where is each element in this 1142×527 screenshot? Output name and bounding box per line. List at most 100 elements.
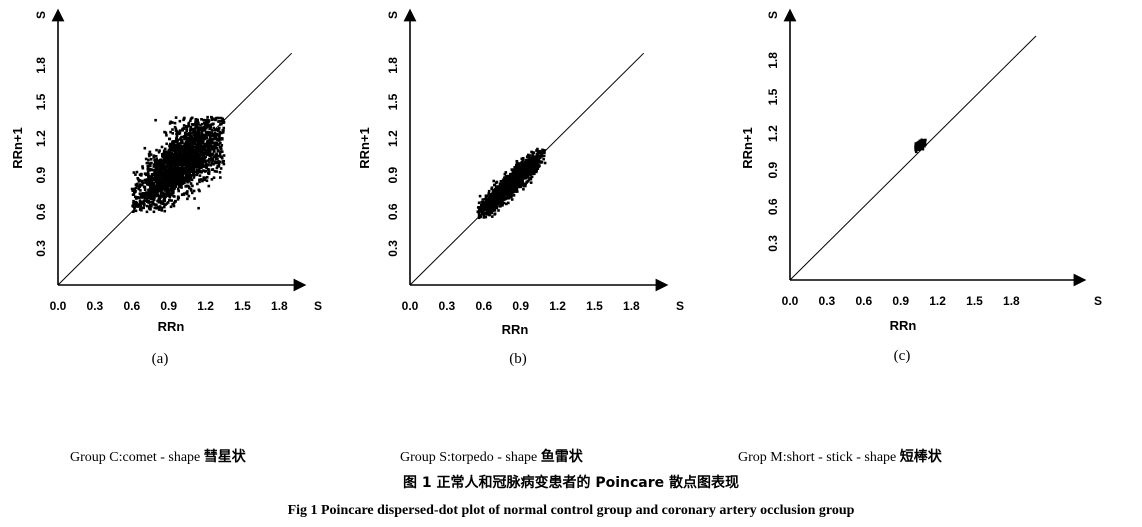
data-point	[172, 160, 176, 163]
data-point	[149, 158, 153, 161]
data-point	[204, 143, 208, 147]
data-point	[217, 126, 221, 130]
data-point	[485, 209, 489, 213]
data-point	[189, 170, 193, 173]
data-point	[202, 118, 205, 122]
data-point	[162, 205, 166, 209]
data-point	[159, 189, 163, 192]
data-point	[213, 137, 216, 141]
data-point	[177, 189, 180, 193]
data-point	[195, 152, 199, 156]
data-point	[533, 163, 536, 167]
x-axis-title: RRn	[158, 319, 185, 334]
x-tick-label: 1.5	[586, 299, 603, 313]
data-point	[180, 135, 183, 139]
data-point	[169, 179, 173, 182]
data-point	[920, 138, 924, 142]
data-point	[158, 172, 161, 176]
data-point	[169, 205, 173, 209]
data-point	[146, 194, 150, 197]
data-point	[167, 154, 170, 158]
y-axis-title: RRn+1	[357, 127, 372, 169]
data-point	[168, 144, 171, 148]
data-point	[511, 186, 515, 190]
data-point	[186, 190, 189, 193]
data-point	[221, 161, 224, 164]
scatter-panel-3: 0.0 0.3 0.6 0.9 1.2 1.5 1.8 S 0.3 0.6 0.9 1.2 1.5 1.8…	[740, 8, 1102, 364]
data-point	[177, 177, 181, 180]
data-point	[152, 178, 156, 182]
data-point	[143, 193, 147, 196]
data-point	[186, 197, 189, 201]
data-point	[170, 187, 173, 191]
data-point	[163, 156, 166, 160]
data-point	[485, 212, 489, 216]
data-point	[145, 161, 149, 165]
data-point	[526, 175, 529, 179]
data-point	[139, 194, 143, 197]
data-point	[914, 150, 918, 154]
data-point	[204, 135, 207, 139]
data-point	[520, 170, 524, 174]
data-point	[215, 133, 219, 137]
data-point	[154, 154, 158, 158]
data-point	[221, 129, 225, 132]
data-point	[183, 179, 187, 182]
data-point	[210, 139, 214, 142]
data-point	[154, 193, 158, 197]
data-point	[135, 182, 139, 186]
data-point	[215, 136, 218, 140]
data-point	[194, 126, 197, 130]
data-point	[188, 156, 192, 159]
data-point	[186, 173, 190, 177]
data-point	[207, 184, 211, 188]
data-point	[157, 184, 161, 188]
data-point	[152, 173, 156, 177]
data-point	[204, 161, 208, 164]
data-point	[537, 160, 541, 163]
data-point	[217, 137, 221, 141]
x-tick-label: 1.8	[623, 299, 640, 313]
data-point	[193, 162, 196, 165]
data-point	[493, 212, 497, 216]
data-point	[146, 167, 150, 171]
data-point	[489, 195, 492, 199]
data-point	[530, 168, 534, 171]
y-unit-label: S	[766, 11, 780, 19]
data-point	[149, 164, 152, 168]
data-point	[158, 205, 162, 208]
data-point	[191, 123, 195, 127]
data-point	[219, 146, 223, 150]
y-tick-label: 1.5	[386, 93, 400, 110]
data-point	[505, 180, 508, 183]
data-point	[222, 126, 226, 130]
data-point	[923, 140, 927, 144]
data-point	[163, 164, 167, 168]
data-point	[202, 126, 206, 129]
data-point	[914, 148, 917, 152]
data-point	[192, 123, 196, 126]
data-point	[209, 139, 213, 143]
data-point	[203, 152, 207, 156]
data-point	[493, 209, 497, 212]
data-point	[193, 136, 197, 139]
data-point	[144, 157, 148, 161]
data-point	[477, 216, 481, 220]
data-point	[536, 161, 539, 164]
data-point	[147, 158, 150, 162]
data-point	[189, 117, 193, 121]
data-point	[203, 129, 207, 132]
data-point	[168, 198, 171, 202]
data-point	[200, 117, 203, 121]
data-point	[172, 177, 175, 181]
data-point	[187, 122, 190, 126]
data-point	[161, 191, 165, 195]
data-point	[479, 210, 483, 213]
data-point	[162, 184, 166, 188]
data-point	[157, 171, 161, 174]
data-point	[152, 210, 156, 214]
y-tick-label: 0.6	[766, 198, 780, 215]
data-point	[216, 143, 219, 147]
data-point	[182, 152, 186, 155]
data-point	[478, 214, 482, 217]
